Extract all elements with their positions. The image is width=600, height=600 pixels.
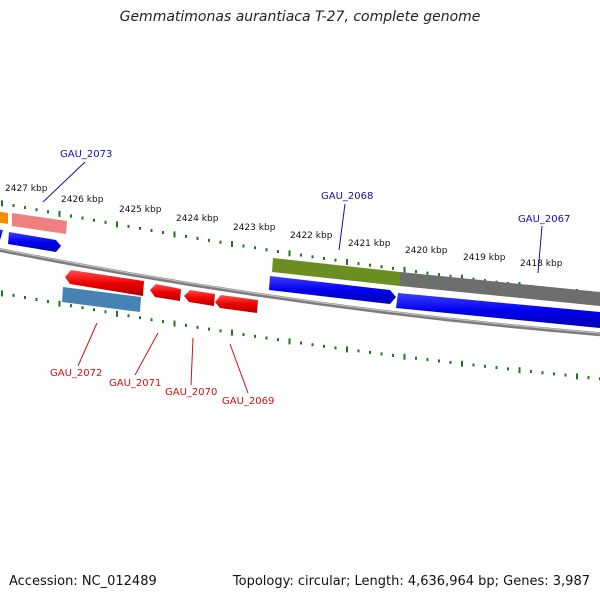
feature-gray-gau-2067[interactable]: [400, 272, 600, 306]
feature-olive-gau-2068[interactable]: [272, 258, 400, 286]
gene-label-gau-2069[interactable]: GAU_2069: [222, 396, 274, 407]
tick-label: 2418 kbp: [520, 259, 563, 269]
callout-line-gau-2067: [537, 225, 543, 274]
feature-steel-gau-2072[interactable]: [62, 287, 141, 312]
feature-orange[interactable]: [0, 211, 8, 224]
callout-line-gau-2071: [134, 332, 159, 376]
callout-line-gau-2072: [77, 322, 98, 367]
gene-label-gau-2068[interactable]: GAU_2068: [321, 191, 373, 202]
cds-reverse-gau-2072[interactable]: [65, 270, 144, 296]
cds-forward-small[interactable]: [8, 232, 61, 252]
map-title: Gemmatimonas aurantiaca T-27, complete g…: [119, 9, 481, 25]
callout-line-gau-2068: [338, 203, 346, 251]
tick-label: 2422 kbp: [290, 231, 333, 241]
accession-text: Accession: NC_012489: [9, 574, 157, 589]
tick-label: 2426 kbp: [61, 195, 104, 205]
feature-pink-gau-2073[interactable]: [12, 213, 67, 234]
callout-line-gau-2069: [229, 343, 249, 394]
gene-label-gau-2071[interactable]: GAU_2071: [109, 378, 161, 389]
cds-reverse-gau-2070[interactable]: [184, 290, 215, 306]
tick-label: 2427 kbp: [5, 184, 48, 194]
cds-forward-gau-2068[interactable]: [269, 276, 396, 304]
tick-label: 2425 kbp: [119, 205, 162, 215]
tick-label: 2424 kbp: [176, 214, 219, 224]
gene-label-gau-2067[interactable]: GAU_2067: [518, 214, 570, 225]
cds-forward-gau-2067[interactable]: [396, 293, 600, 328]
gene-label-gau-2072[interactable]: GAU_2072: [50, 368, 102, 379]
tick-label: 2421 kbp: [348, 239, 391, 249]
tick-label: 2420 kbp: [405, 246, 448, 256]
callout-line-gau-2070: [190, 337, 194, 386]
cds-reverse-gau-2071[interactable]: [150, 284, 181, 301]
tick-track-outer: [1, 200, 600, 297]
tick-label: 2423 kbp: [233, 223, 276, 233]
tick-track-inner: [1, 290, 600, 381]
cds-reverse-gau-2069[interactable]: [215, 295, 258, 313]
gene-label-gau-2070[interactable]: GAU_2070: [165, 387, 217, 398]
genome-summary-text: Topology: circular; Length: 4,636,964 bp…: [232, 574, 590, 589]
genome-backbone: [0, 247, 600, 337]
callout-line-gau-2073: [42, 161, 86, 203]
tick-label: 2419 kbp: [463, 253, 506, 263]
feature-blue-left-edge[interactable]: [0, 229, 3, 240]
gene-label-gau-2073[interactable]: GAU_2073: [60, 149, 112, 160]
genome-backbone-highlight: [0, 248, 600, 334]
